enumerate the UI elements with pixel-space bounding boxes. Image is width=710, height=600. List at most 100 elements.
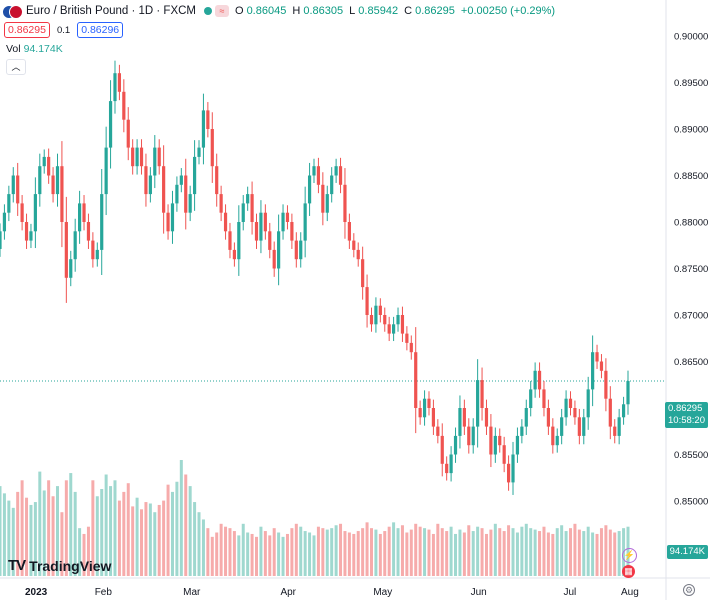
- candle-body: [303, 203, 307, 241]
- volume-bar: [396, 528, 400, 576]
- volume-bar: [255, 536, 259, 576]
- volume-bar: [515, 532, 519, 576]
- candle-body: [604, 370, 608, 399]
- x-tick-label: Jun: [471, 587, 487, 598]
- candle-body: [60, 166, 64, 222]
- candle-body: [591, 352, 595, 390]
- candle-body: [560, 417, 564, 436]
- candle-body: [201, 110, 206, 148]
- candle-body: [29, 231, 33, 241]
- candle-body: [268, 231, 272, 250]
- candle-body: [95, 249, 99, 260]
- volume-bar: [308, 532, 312, 576]
- open-label: O: [235, 5, 244, 17]
- volume-bar: [480, 528, 484, 576]
- symbol-title[interactable]: Euro / British Pound · 1D · FXCM: [26, 5, 196, 17]
- candle-body: [170, 203, 175, 232]
- volume-bar: [109, 486, 113, 576]
- settings-gear-icon[interactable]: ⚙: [683, 584, 695, 596]
- volume-bar: [259, 526, 263, 576]
- candle-body: [175, 184, 179, 204]
- chart-legend-header: Euro / British Pound · 1D · FXCM ≈ O 0.86…: [0, 0, 558, 22]
- candle-body: [431, 408, 436, 427]
- candle-body: [78, 203, 82, 232]
- volume-bar: [493, 523, 497, 576]
- candle-body: [11, 175, 15, 195]
- candle-body: [246, 194, 250, 204]
- lightning-icon[interactable]: ⚡: [622, 548, 637, 563]
- volume-bar: [51, 496, 55, 576]
- x-tick-label: Jul: [564, 587, 577, 598]
- candle-body: [489, 426, 493, 455]
- volume-bar: [524, 523, 528, 576]
- compare-icon[interactable]: ≈: [215, 5, 229, 17]
- volume-bar: [294, 523, 298, 576]
- volume-bar: [577, 529, 581, 576]
- volume-bar: [529, 528, 533, 576]
- volume-bar: [507, 525, 511, 576]
- volume-bar: [383, 531, 387, 576]
- candle-body: [259, 212, 263, 241]
- candle-body: [564, 398, 568, 418]
- volume-bar: [347, 532, 351, 576]
- candle-body: [533, 370, 537, 390]
- candle-body: [51, 175, 55, 195]
- candle-body: [312, 166, 316, 176]
- candle-body: [568, 398, 573, 408]
- volume-bar: [131, 506, 135, 576]
- candle-body: [352, 240, 356, 250]
- candle-body: [139, 147, 144, 167]
- volume-bar: [7, 500, 11, 576]
- volume-bar: [471, 531, 475, 576]
- candle-body: [126, 119, 130, 148]
- buy-button[interactable]: 0.86296: [77, 22, 124, 38]
- event-flag-icon[interactable]: ▦: [622, 565, 635, 578]
- candle-body: [219, 194, 223, 213]
- candle-body: [197, 147, 201, 157]
- candle-body: [33, 194, 37, 232]
- last-price: 0.86295: [668, 403, 703, 414]
- volume-bar: [126, 483, 130, 576]
- candle-body: [100, 194, 104, 250]
- candle-body: [586, 389, 590, 418]
- candle-body: [135, 147, 139, 167]
- volume-bar: [405, 532, 409, 576]
- volume-bar: [582, 531, 586, 576]
- collapse-legend-button[interactable]: ︿: [6, 59, 26, 75]
- volume-badge: 94.174K: [666, 545, 708, 559]
- market-open-icon: [204, 7, 212, 15]
- volume-bar: [16, 491, 20, 576]
- candle-body: [7, 194, 11, 213]
- low-label: L: [349, 5, 356, 17]
- sell-button[interactable]: 0.86295: [4, 22, 50, 38]
- volume-bar: [599, 528, 603, 576]
- candle-body: [595, 352, 599, 362]
- change-value: +0.00250 (+0.29%): [460, 5, 556, 17]
- candle-body: [47, 156, 51, 176]
- candle-body: [113, 73, 117, 102]
- candle-body: [188, 194, 192, 213]
- volume-bar: [47, 480, 51, 576]
- candle-body: [223, 212, 228, 232]
- candle-body: [228, 231, 232, 250]
- candle-body: [440, 435, 444, 464]
- currency-flags-icon: [2, 3, 23, 19]
- volume-bar: [197, 512, 201, 576]
- candle-body: [294, 240, 298, 260]
- candle-body: [449, 454, 453, 474]
- chevron-up-icon: ︿: [11, 62, 21, 72]
- x-tick-label: May: [373, 587, 392, 598]
- candle-body: [0, 231, 2, 249]
- candle-body: [122, 91, 126, 120]
- volume-bar: [449, 526, 453, 576]
- candle-body: [484, 408, 489, 427]
- volume-bar: [153, 512, 157, 576]
- volume-bar: [246, 532, 250, 576]
- y-tick-label: 0.88000: [674, 218, 708, 229]
- candle-body: [493, 435, 497, 455]
- volume-bar: [498, 528, 502, 576]
- candle-body: [16, 175, 20, 204]
- volume-bar: [542, 526, 546, 576]
- trade-panel: 0.86295 0.1 0.86296: [4, 22, 124, 38]
